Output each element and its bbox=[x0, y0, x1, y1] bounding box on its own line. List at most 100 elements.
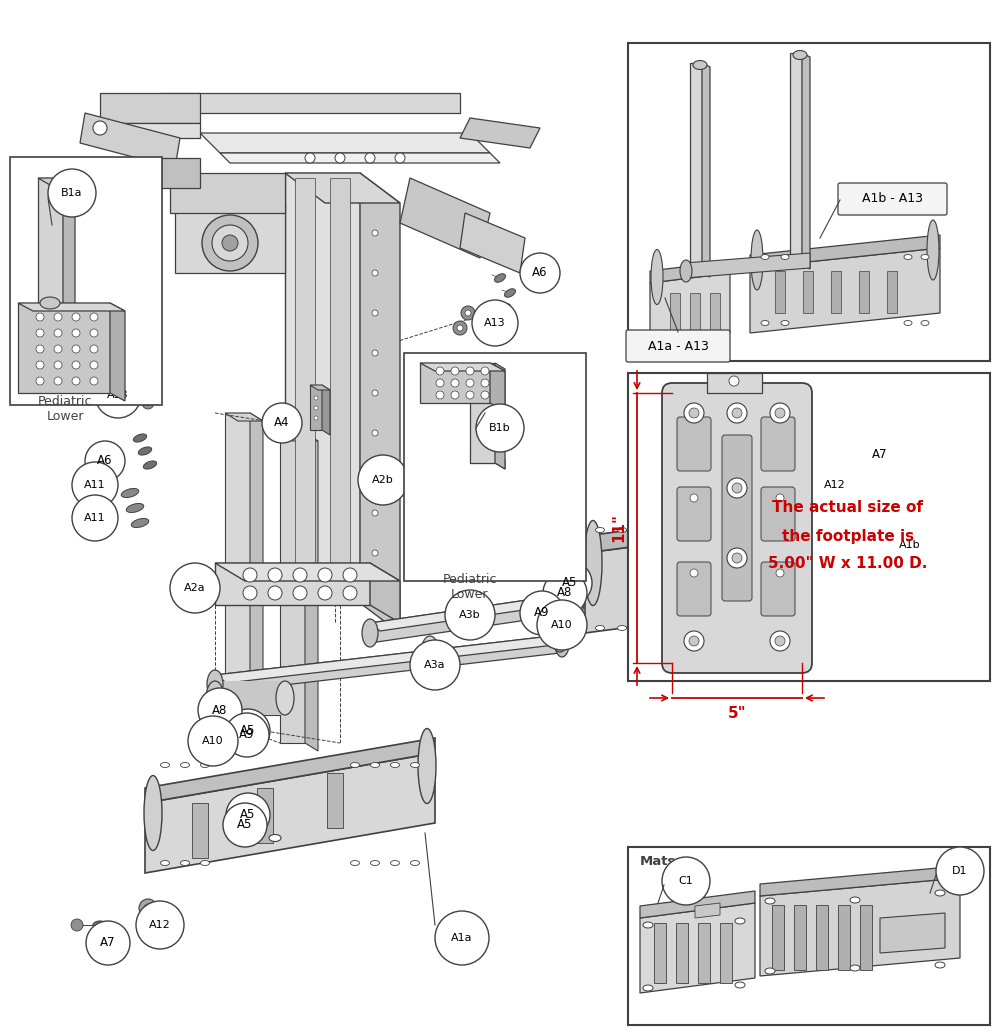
Ellipse shape bbox=[390, 860, 400, 866]
Ellipse shape bbox=[138, 447, 152, 456]
Polygon shape bbox=[420, 363, 505, 371]
Ellipse shape bbox=[200, 734, 210, 740]
Circle shape bbox=[436, 379, 444, 387]
Ellipse shape bbox=[202, 711, 212, 716]
Circle shape bbox=[804, 471, 812, 479]
Bar bbox=[215, 681, 285, 715]
Text: A5: A5 bbox=[237, 818, 253, 832]
Circle shape bbox=[472, 300, 518, 346]
Polygon shape bbox=[802, 53, 810, 269]
Ellipse shape bbox=[418, 728, 436, 804]
Polygon shape bbox=[816, 905, 828, 970]
Ellipse shape bbox=[555, 631, 569, 657]
Circle shape bbox=[520, 591, 564, 635]
Polygon shape bbox=[420, 363, 490, 403]
Circle shape bbox=[537, 600, 587, 650]
Ellipse shape bbox=[860, 528, 870, 532]
Circle shape bbox=[684, 631, 704, 651]
Polygon shape bbox=[225, 413, 250, 723]
Ellipse shape bbox=[276, 681, 294, 715]
Polygon shape bbox=[110, 303, 125, 401]
Polygon shape bbox=[760, 878, 960, 976]
FancyBboxPatch shape bbox=[761, 417, 795, 471]
Circle shape bbox=[372, 390, 378, 396]
FancyBboxPatch shape bbox=[761, 562, 795, 616]
Polygon shape bbox=[215, 563, 400, 581]
Polygon shape bbox=[690, 293, 700, 333]
Circle shape bbox=[146, 401, 150, 406]
Polygon shape bbox=[63, 178, 75, 310]
Circle shape bbox=[268, 586, 282, 600]
Ellipse shape bbox=[921, 254, 929, 259]
Text: A6: A6 bbox=[532, 267, 548, 280]
Ellipse shape bbox=[584, 521, 602, 605]
Polygon shape bbox=[790, 53, 802, 265]
Circle shape bbox=[372, 350, 378, 356]
Circle shape bbox=[372, 310, 378, 316]
Polygon shape bbox=[38, 178, 63, 303]
Circle shape bbox=[936, 847, 984, 895]
Circle shape bbox=[770, 403, 790, 422]
Polygon shape bbox=[460, 213, 525, 273]
Circle shape bbox=[72, 328, 80, 337]
Circle shape bbox=[198, 688, 242, 732]
FancyBboxPatch shape bbox=[626, 330, 730, 362]
Ellipse shape bbox=[643, 985, 653, 991]
Polygon shape bbox=[698, 924, 710, 983]
Circle shape bbox=[811, 461, 859, 509]
Circle shape bbox=[36, 361, 44, 369]
FancyBboxPatch shape bbox=[662, 383, 812, 674]
Polygon shape bbox=[215, 635, 560, 693]
Polygon shape bbox=[695, 903, 720, 918]
Ellipse shape bbox=[500, 304, 510, 312]
Circle shape bbox=[36, 313, 44, 321]
Ellipse shape bbox=[180, 762, 190, 768]
Circle shape bbox=[188, 716, 238, 766]
Polygon shape bbox=[490, 363, 505, 411]
Ellipse shape bbox=[143, 461, 157, 469]
Circle shape bbox=[225, 713, 269, 757]
Circle shape bbox=[314, 396, 318, 400]
Ellipse shape bbox=[93, 921, 107, 929]
Circle shape bbox=[372, 270, 378, 276]
Polygon shape bbox=[322, 385, 330, 435]
Polygon shape bbox=[192, 803, 208, 858]
Polygon shape bbox=[360, 173, 400, 633]
Circle shape bbox=[481, 392, 489, 399]
Circle shape bbox=[72, 345, 80, 353]
Text: A5: A5 bbox=[240, 724, 256, 738]
Circle shape bbox=[819, 449, 831, 461]
FancyBboxPatch shape bbox=[761, 487, 795, 541]
Polygon shape bbox=[690, 63, 702, 273]
Ellipse shape bbox=[761, 320, 769, 325]
Circle shape bbox=[202, 215, 258, 271]
Circle shape bbox=[662, 857, 710, 905]
Ellipse shape bbox=[351, 762, 360, 768]
Polygon shape bbox=[150, 158, 200, 188]
Text: 5": 5" bbox=[728, 707, 746, 721]
Circle shape bbox=[727, 547, 747, 568]
Polygon shape bbox=[772, 905, 784, 970]
Ellipse shape bbox=[840, 626, 850, 630]
Circle shape bbox=[395, 153, 405, 163]
Circle shape bbox=[372, 430, 378, 436]
Polygon shape bbox=[637, 558, 653, 613]
Circle shape bbox=[883, 518, 937, 572]
Circle shape bbox=[90, 377, 98, 385]
Ellipse shape bbox=[765, 898, 775, 904]
Text: A8: A8 bbox=[212, 703, 228, 717]
Circle shape bbox=[358, 455, 408, 505]
Polygon shape bbox=[838, 905, 850, 970]
Circle shape bbox=[136, 901, 184, 949]
Circle shape bbox=[72, 313, 80, 321]
Polygon shape bbox=[330, 178, 350, 598]
Polygon shape bbox=[880, 913, 945, 953]
Polygon shape bbox=[777, 539, 793, 594]
Bar bbox=[628, 847, 990, 1025]
Circle shape bbox=[85, 441, 125, 481]
FancyBboxPatch shape bbox=[677, 417, 711, 471]
Ellipse shape bbox=[540, 630, 550, 635]
Text: A3b: A3b bbox=[459, 611, 481, 620]
Circle shape bbox=[858, 433, 902, 477]
Polygon shape bbox=[750, 234, 940, 268]
